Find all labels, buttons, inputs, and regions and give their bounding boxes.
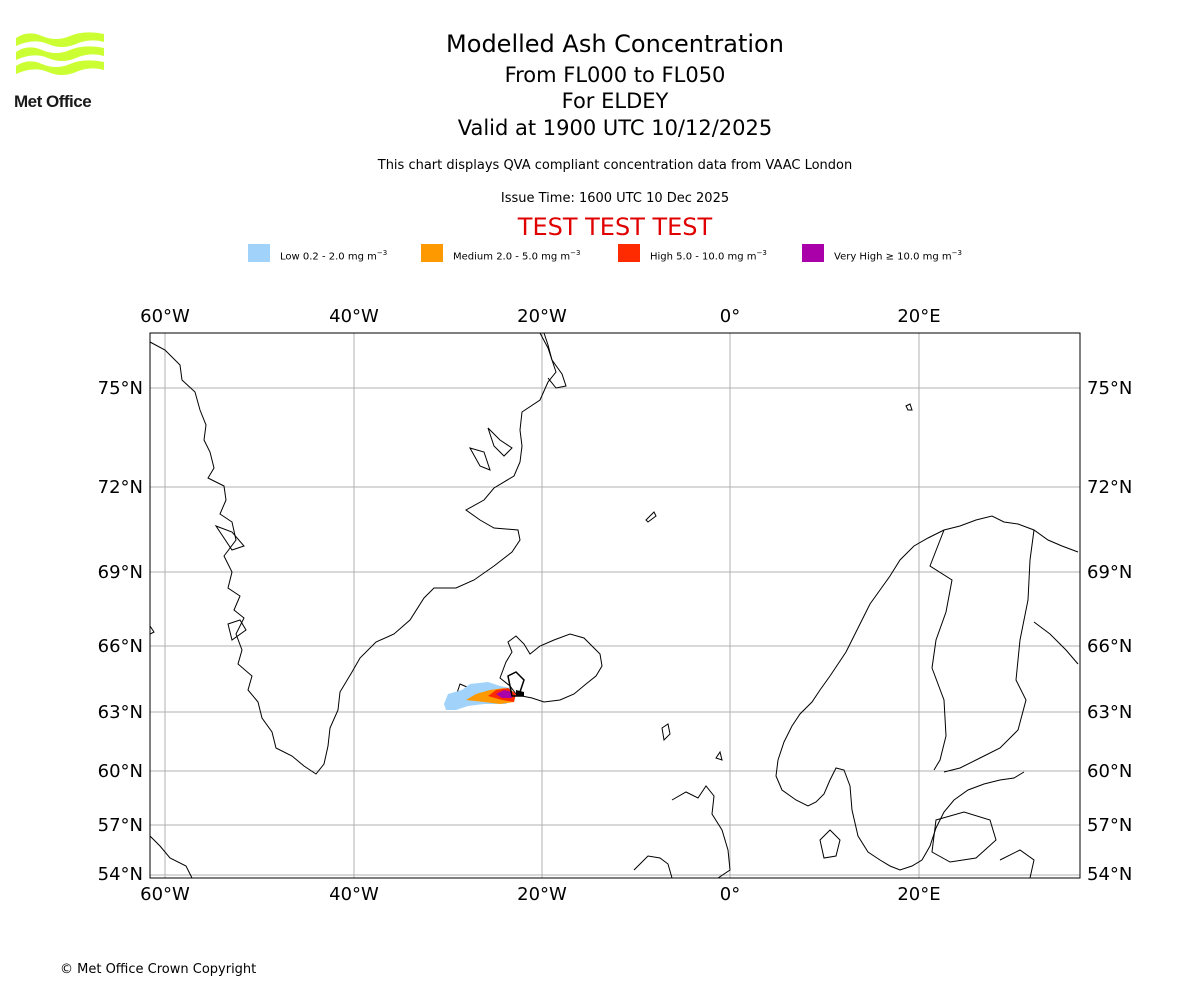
- lon-label-bottom: 60°W: [140, 884, 190, 905]
- legend-range-medium: 2.0 - 5.0 mg m: [496, 251, 571, 263]
- chart-title: Modelled Ash Concentration: [446, 30, 784, 58]
- lon-label-bottom: 20°E: [897, 884, 940, 905]
- met-office-logo-waves: [16, 32, 104, 75]
- greenland-coast: [150, 333, 557, 775]
- legend-level-medium: Medium: [453, 251, 493, 263]
- test-banner: TEST TEST TEST: [517, 213, 713, 241]
- lat-label-right: 63°N: [1087, 702, 1132, 723]
- legend-level-low: Low: [280, 251, 300, 263]
- lat-label-right: 54°N: [1087, 864, 1132, 885]
- legend-swatch-very-high: [802, 244, 824, 262]
- copyright-notice: © Met Office Crown Copyright: [60, 962, 257, 977]
- legend-level-very-high: Very High: [834, 251, 883, 263]
- chart-description: This chart displays QVA compliant concen…: [377, 158, 853, 173]
- legend-swatch-high: [618, 244, 640, 262]
- lat-label-right: 60°N: [1087, 761, 1132, 782]
- lat-label-left: 57°N: [98, 815, 143, 836]
- map-gridlines: [150, 333, 1080, 878]
- map-frame: [149, 332, 1081, 879]
- lat-label-left: 60°N: [98, 761, 143, 782]
- ash-plume-very-high: [496, 690, 512, 698]
- iceland-coast: [499, 633, 603, 703]
- lat-label-left: 72°N: [98, 477, 143, 498]
- lon-label-top: 60°W: [140, 306, 190, 327]
- legend-range-very-high: ≥ 10.0 mg m: [885, 251, 952, 263]
- lat-label-left: 69°N: [98, 562, 143, 583]
- legend-level-high: High: [650, 251, 673, 263]
- uk-coast: [671, 785, 731, 878]
- lat-label-left: 75°N: [98, 378, 143, 399]
- lat-label-right: 57°N: [1087, 815, 1132, 836]
- ash-plume: [444, 671, 525, 710]
- issue-time: Issue Time: 1600 UTC 10 Dec 2025: [500, 191, 730, 206]
- lon-label-top: 20°W: [517, 306, 567, 327]
- scandinavia-coast: [777, 515, 1079, 761]
- lon-label-bottom: 20°W: [517, 884, 567, 905]
- legend-range-high: 5.0 - 10.0 mg m: [676, 251, 757, 263]
- lat-label-right: 72°N: [1087, 477, 1132, 498]
- lat-label-left: 63°N: [98, 702, 143, 723]
- flight-level-range: From FL000 to FL050: [504, 63, 726, 87]
- met-office-logo: Met Office: [14, 30, 106, 112]
- lon-label-top: 0°: [720, 306, 740, 327]
- lat-label-left: 54°N: [98, 864, 143, 885]
- lon-label-bottom: 0°: [720, 884, 740, 905]
- legend-swatch-low: [248, 244, 270, 262]
- lat-label-right: 75°N: [1087, 378, 1132, 399]
- valid-time: Valid at 1900 UTC 10/12/2025: [457, 116, 773, 140]
- lon-label-bottom: 40°W: [329, 884, 379, 905]
- met-office-logo-text: Met Office: [14, 92, 92, 111]
- lat-label-right: 66°N: [1087, 636, 1132, 657]
- lon-label-top: 40°W: [329, 306, 379, 327]
- lon-label-top: 20°E: [897, 306, 940, 327]
- volcano-name: For ELDEY: [561, 89, 669, 113]
- coastlines: [150, 333, 1079, 878]
- legend-swatch-medium: [421, 244, 443, 262]
- lat-label-left: 66°N: [98, 636, 143, 657]
- legend-range-low: 0.2 - 2.0 mg m: [302, 251, 377, 263]
- lat-label-right: 69°N: [1087, 562, 1132, 583]
